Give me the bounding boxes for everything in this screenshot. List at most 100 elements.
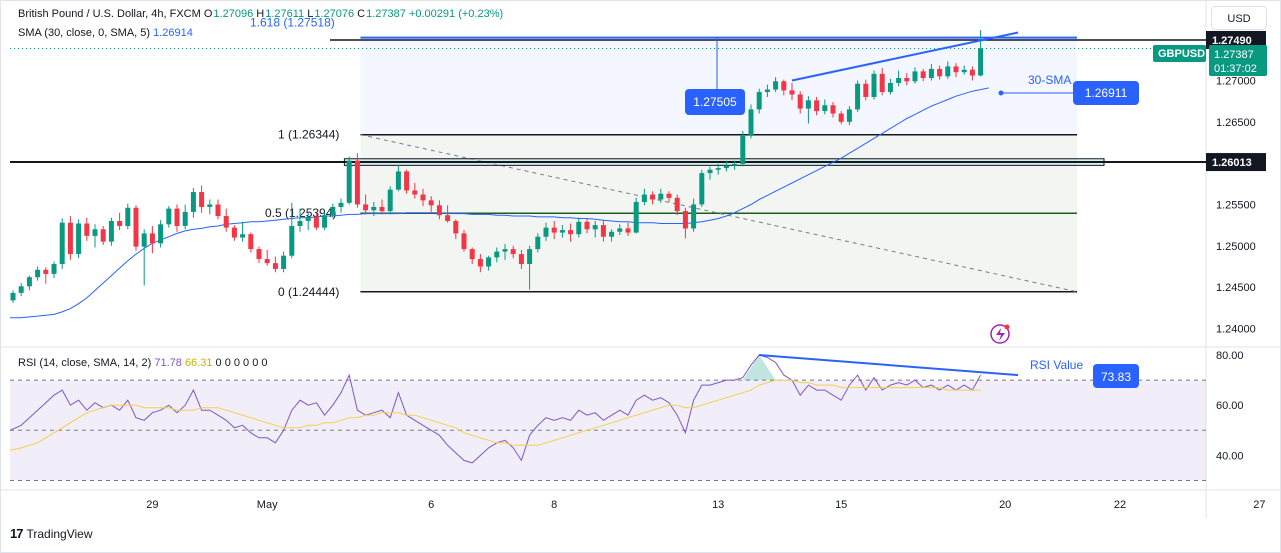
candle-body	[174, 208, 180, 226]
rsi-ma-line	[9, 379, 981, 451]
level-label-box	[1206, 153, 1266, 172]
open-label: O	[203, 8, 213, 20]
candle-body	[773, 81, 779, 90]
time-axis-tick: 29	[146, 499, 158, 511]
candle-body	[609, 231, 615, 237]
candle-body	[354, 160, 360, 205]
alert-dot	[1004, 324, 1010, 330]
rsi-overbought-fill	[742, 355, 776, 381]
symbol-title: British Pound / U.S. Dollar, 4h, FXCM	[18, 8, 201, 20]
price-axis-tick: 1.24000	[1216, 323, 1256, 335]
candle-body	[748, 109, 754, 136]
candle-body	[182, 211, 188, 226]
candle-body	[814, 100, 820, 112]
sma-label: SMA (30, close, 0, SMA, 5)	[18, 27, 151, 39]
candle-body	[568, 230, 574, 235]
candle-body	[518, 254, 524, 264]
candle-body	[117, 221, 123, 226]
candle-body	[305, 216, 311, 221]
candle-body	[223, 216, 229, 228]
candle-body	[67, 222, 73, 255]
time-axis-tick: 13	[712, 499, 724, 511]
high-value: 1.27611	[265, 8, 305, 20]
candle-body	[141, 233, 147, 247]
candle-body	[633, 201, 639, 233]
time-axis-tick: 15	[835, 499, 847, 511]
candle-body	[896, 77, 902, 83]
candle-body	[428, 200, 434, 206]
candle-body	[625, 228, 631, 233]
candle-body	[682, 211, 688, 229]
candle-body	[551, 227, 557, 233]
rsi-band	[10, 380, 1206, 481]
candle-body	[797, 94, 803, 109]
candle-body	[805, 100, 811, 109]
candle-body	[928, 68, 934, 78]
candle-body	[363, 204, 369, 211]
price-axis-tick: 1.24500	[1216, 282, 1256, 294]
rsi-callout-value: 73.83	[1101, 370, 1131, 384]
rsi-extra-values: 0 0 0 0 0 0	[215, 357, 268, 369]
low-value: 1.27076	[314, 8, 355, 20]
candle-body	[494, 251, 500, 258]
candle-body	[76, 223, 82, 255]
currency-button[interactable]: USD	[1211, 6, 1267, 30]
candle-body	[715, 168, 721, 170]
last-price-value: 1.27387	[1214, 49, 1254, 61]
candle-body	[289, 225, 295, 256]
time-axis-tick: 22	[1114, 499, 1126, 511]
candle-body	[240, 234, 246, 238]
candle-body	[92, 229, 98, 236]
callout-value: 1.27505	[693, 95, 737, 109]
candle-body	[740, 135, 746, 164]
brand[interactable]: 17 TradingView	[10, 526, 93, 541]
candle-body	[125, 207, 131, 226]
candle-body	[158, 224, 164, 244]
fib-trend-line	[360, 134, 1078, 293]
resistance-trendline	[791, 31, 1019, 82]
candle-body	[371, 206, 377, 211]
candle-body	[674, 197, 680, 212]
price-axis-tick: 1.26500	[1216, 117, 1256, 129]
rsi-divergence-label: RSI Value	[1030, 358, 1083, 372]
brand-name: TradingView	[26, 526, 93, 541]
candle-body	[166, 208, 172, 225]
candle-body	[641, 194, 647, 202]
candle-body	[26, 277, 32, 287]
alert-bolt-icon	[996, 328, 1005, 341]
candle-body	[502, 249, 508, 252]
candle-body	[149, 233, 155, 244]
candle-body	[855, 83, 861, 110]
candle-body	[707, 169, 713, 174]
candle-body	[863, 83, 869, 97]
level-label: 1.26013	[1212, 157, 1252, 169]
candle-body	[108, 221, 114, 242]
price-axis-tick: 1.27000	[1216, 75, 1256, 87]
candle-body	[379, 206, 385, 212]
candle-body	[699, 173, 705, 205]
candle-body	[691, 204, 697, 229]
candle-body	[59, 222, 65, 264]
candle-body	[879, 73, 885, 93]
price-line-label: 1.27490	[1212, 35, 1252, 47]
candle-body	[978, 48, 984, 76]
fib-label-1: 1 (1.26344)	[278, 128, 339, 142]
candle-body	[559, 230, 565, 233]
sma-callout-value: 1.26911	[1085, 86, 1128, 100]
sma-legend[interactable]: SMA (30, close, 0, SMA, 5) 1.26914	[18, 27, 193, 39]
rsi-label: RSI (14, close, SMA, 14, 2)	[18, 357, 152, 369]
symbol-tag-box	[1153, 45, 1206, 62]
candle-body	[322, 215, 328, 228]
sma-line	[10, 87, 989, 319]
candle-body	[387, 189, 393, 212]
candle-body	[822, 105, 828, 112]
candle-body	[543, 227, 549, 237]
candle-body	[51, 263, 57, 274]
candle-body	[838, 113, 844, 122]
candle-body	[10, 292, 16, 301]
rsi-legend[interactable]: RSI (14, close, SMA, 14, 2) 71.78 66.31 …	[18, 357, 268, 369]
candle-body	[199, 192, 205, 207]
candle-body	[445, 215, 451, 221]
candle-body	[346, 160, 352, 203]
